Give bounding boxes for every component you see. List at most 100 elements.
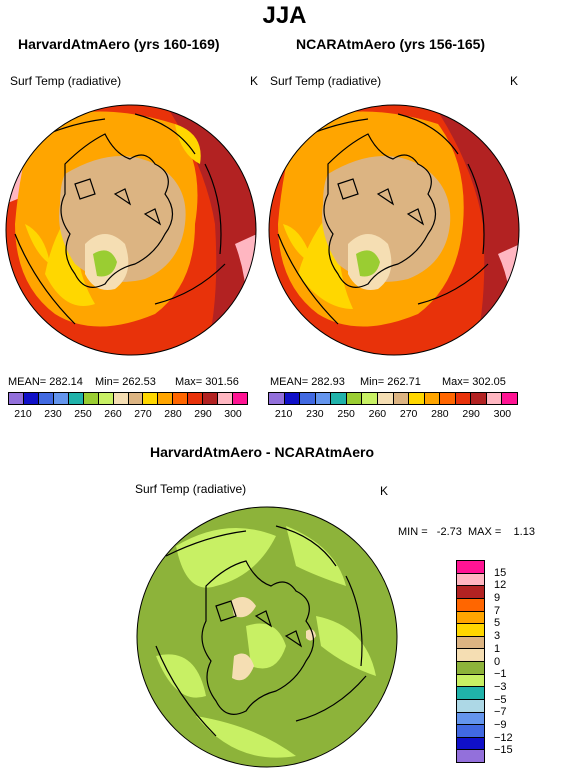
colorbar-tick-label: −1 bbox=[494, 668, 507, 681]
colorbar-swatch bbox=[83, 393, 99, 404]
colorbar-swatch bbox=[233, 393, 247, 404]
colorbar-tick-label: 280 bbox=[431, 408, 449, 420]
colorbar-swatch bbox=[457, 636, 484, 650]
colorbar-swatch bbox=[158, 393, 174, 404]
colorbar-tick-label: −9 bbox=[494, 718, 507, 731]
colorbar-swatch bbox=[188, 393, 204, 404]
colorbar-tick-label: 1 bbox=[494, 642, 501, 655]
diff-colorbar bbox=[456, 560, 485, 763]
colorbar-tick-label: 290 bbox=[194, 408, 212, 420]
colorbar-tick-label: 300 bbox=[493, 408, 512, 420]
colorbar-tick-label: −3 bbox=[494, 680, 507, 693]
colorbar-swatch bbox=[173, 393, 189, 404]
colorbar-tick-label: 300 bbox=[224, 408, 242, 420]
panel-2-max: Max= 302.05 bbox=[442, 376, 506, 388]
colorbar-swatch bbox=[143, 393, 159, 404]
colorbar-tick-label: 12 bbox=[494, 579, 507, 592]
colorbar-swatch bbox=[331, 393, 347, 404]
colorbar-tick-label: 290 bbox=[462, 408, 480, 420]
colorbar-swatch bbox=[457, 725, 484, 738]
panel-2-title: NCARAtmAero (yrs 156-165) bbox=[296, 36, 486, 52]
panel-2-map bbox=[268, 104, 520, 356]
panel-1-min: Min= 262.53 bbox=[95, 376, 156, 388]
colorbar-swatch bbox=[486, 393, 503, 404]
diff-colorbar-ticks: 15 12 9 7 5 3 1 0 −1 −3 −5 −7 −9 −12 −15 bbox=[494, 560, 534, 763]
colorbar-tick-label: 230 bbox=[306, 408, 324, 420]
colorbar-swatch bbox=[68, 393, 84, 404]
colorbar-tick-label: 15 bbox=[494, 566, 507, 579]
colorbar-tick-label: 9 bbox=[494, 592, 501, 605]
colorbar-swatch bbox=[284, 393, 301, 404]
colorbar-swatch bbox=[457, 712, 484, 726]
colorbar-swatch bbox=[457, 687, 484, 700]
colorbar-swatch bbox=[471, 393, 487, 404]
colorbar-tick-label: 270 bbox=[399, 408, 418, 420]
colorbar-tick-label: 7 bbox=[494, 604, 501, 617]
panel-2-variable: Surf Temp (radiative) bbox=[270, 74, 382, 88]
colorbar-swatch bbox=[457, 649, 484, 662]
panel-1-map bbox=[5, 104, 257, 356]
diff-units: K bbox=[380, 484, 389, 498]
panel-1-title: HarvardAtmAero (yrs 160-169) bbox=[18, 36, 220, 52]
colorbar-swatch bbox=[393, 393, 410, 404]
colorbar-tick-label: −12 bbox=[494, 731, 513, 744]
panel-1-colorbar-ticks: 210 230 250 260 270 280 290 300 bbox=[8, 408, 248, 422]
colorbar-swatch bbox=[269, 393, 285, 404]
colorbar-swatch bbox=[457, 611, 484, 625]
colorbar-tick-label: 270 bbox=[134, 408, 152, 420]
colorbar-swatch bbox=[218, 393, 234, 404]
panel-1-max: Max= 301.56 bbox=[175, 376, 239, 388]
colorbar-swatch bbox=[457, 624, 484, 637]
colorbar-swatch bbox=[457, 573, 484, 587]
colorbar-swatch bbox=[23, 393, 39, 404]
colorbar-tick-label: −15 bbox=[494, 744, 513, 757]
colorbar-swatch bbox=[457, 561, 484, 574]
colorbar-swatch bbox=[38, 393, 54, 404]
colorbar-swatch bbox=[440, 393, 456, 404]
panel-1-variable: Surf Temp (radiative) bbox=[10, 74, 122, 88]
colorbar-tick-label: 250 bbox=[337, 408, 355, 420]
colorbar-swatch bbox=[457, 674, 484, 688]
colorbar-swatch bbox=[457, 662, 484, 675]
colorbar-tick-label: 0 bbox=[494, 655, 501, 668]
colorbar-swatch bbox=[457, 699, 484, 713]
colorbar-swatch bbox=[128, 393, 144, 404]
panel-2-units: K bbox=[510, 74, 519, 88]
panel-1-units: K bbox=[250, 74, 259, 88]
colorbar-tick-label: 5 bbox=[494, 617, 501, 630]
diff-map bbox=[136, 506, 398, 768]
colorbar-swatch bbox=[502, 393, 517, 404]
colorbar-swatch bbox=[457, 586, 484, 599]
colorbar-tick-label: 230 bbox=[44, 408, 62, 420]
panel-1-mean: MEAN= 282.14 bbox=[8, 376, 83, 388]
colorbar-swatch bbox=[315, 393, 332, 404]
colorbar-swatch bbox=[53, 393, 69, 404]
colorbar-swatch bbox=[457, 598, 484, 612]
panel-1-colorbar bbox=[8, 392, 248, 405]
panel-2-colorbar-ticks: 210 230 250 260 270 280 290 300 bbox=[268, 408, 518, 422]
colorbar-swatch bbox=[300, 393, 316, 404]
diff-minmax: MIN = -2.73 MAX = 1.13 bbox=[398, 526, 535, 538]
colorbar-swatch bbox=[457, 750, 484, 762]
colorbar-tick-label: 210 bbox=[14, 408, 32, 420]
colorbar-swatch bbox=[409, 393, 425, 404]
panel-2-min: Min= 262.71 bbox=[360, 376, 421, 388]
colorbar-swatch bbox=[346, 393, 363, 404]
colorbar-swatch bbox=[203, 393, 219, 404]
diff-variable: Surf Temp (radiative) bbox=[135, 482, 247, 496]
colorbar-swatch bbox=[362, 393, 378, 404]
colorbar-tick-label: 260 bbox=[368, 408, 387, 420]
colorbar-tick-label: 250 bbox=[74, 408, 92, 420]
colorbar-swatch bbox=[377, 393, 394, 404]
colorbar-swatch bbox=[98, 393, 114, 404]
colorbar-tick-label: 260 bbox=[104, 408, 122, 420]
panel-2-mean: MEAN= 282.93 bbox=[270, 376, 345, 388]
colorbar-tick-label: 210 bbox=[274, 408, 293, 420]
colorbar-swatch bbox=[424, 393, 441, 404]
colorbar-tick-label: 280 bbox=[164, 408, 182, 420]
colorbar-tick-label: −7 bbox=[494, 706, 507, 719]
diff-title: HarvardAtmAero - NCARAtmAero bbox=[150, 444, 375, 460]
colorbar-swatch bbox=[457, 737, 484, 751]
season-title: JJA bbox=[262, 2, 307, 29]
colorbar-tick-label: 3 bbox=[494, 630, 501, 643]
